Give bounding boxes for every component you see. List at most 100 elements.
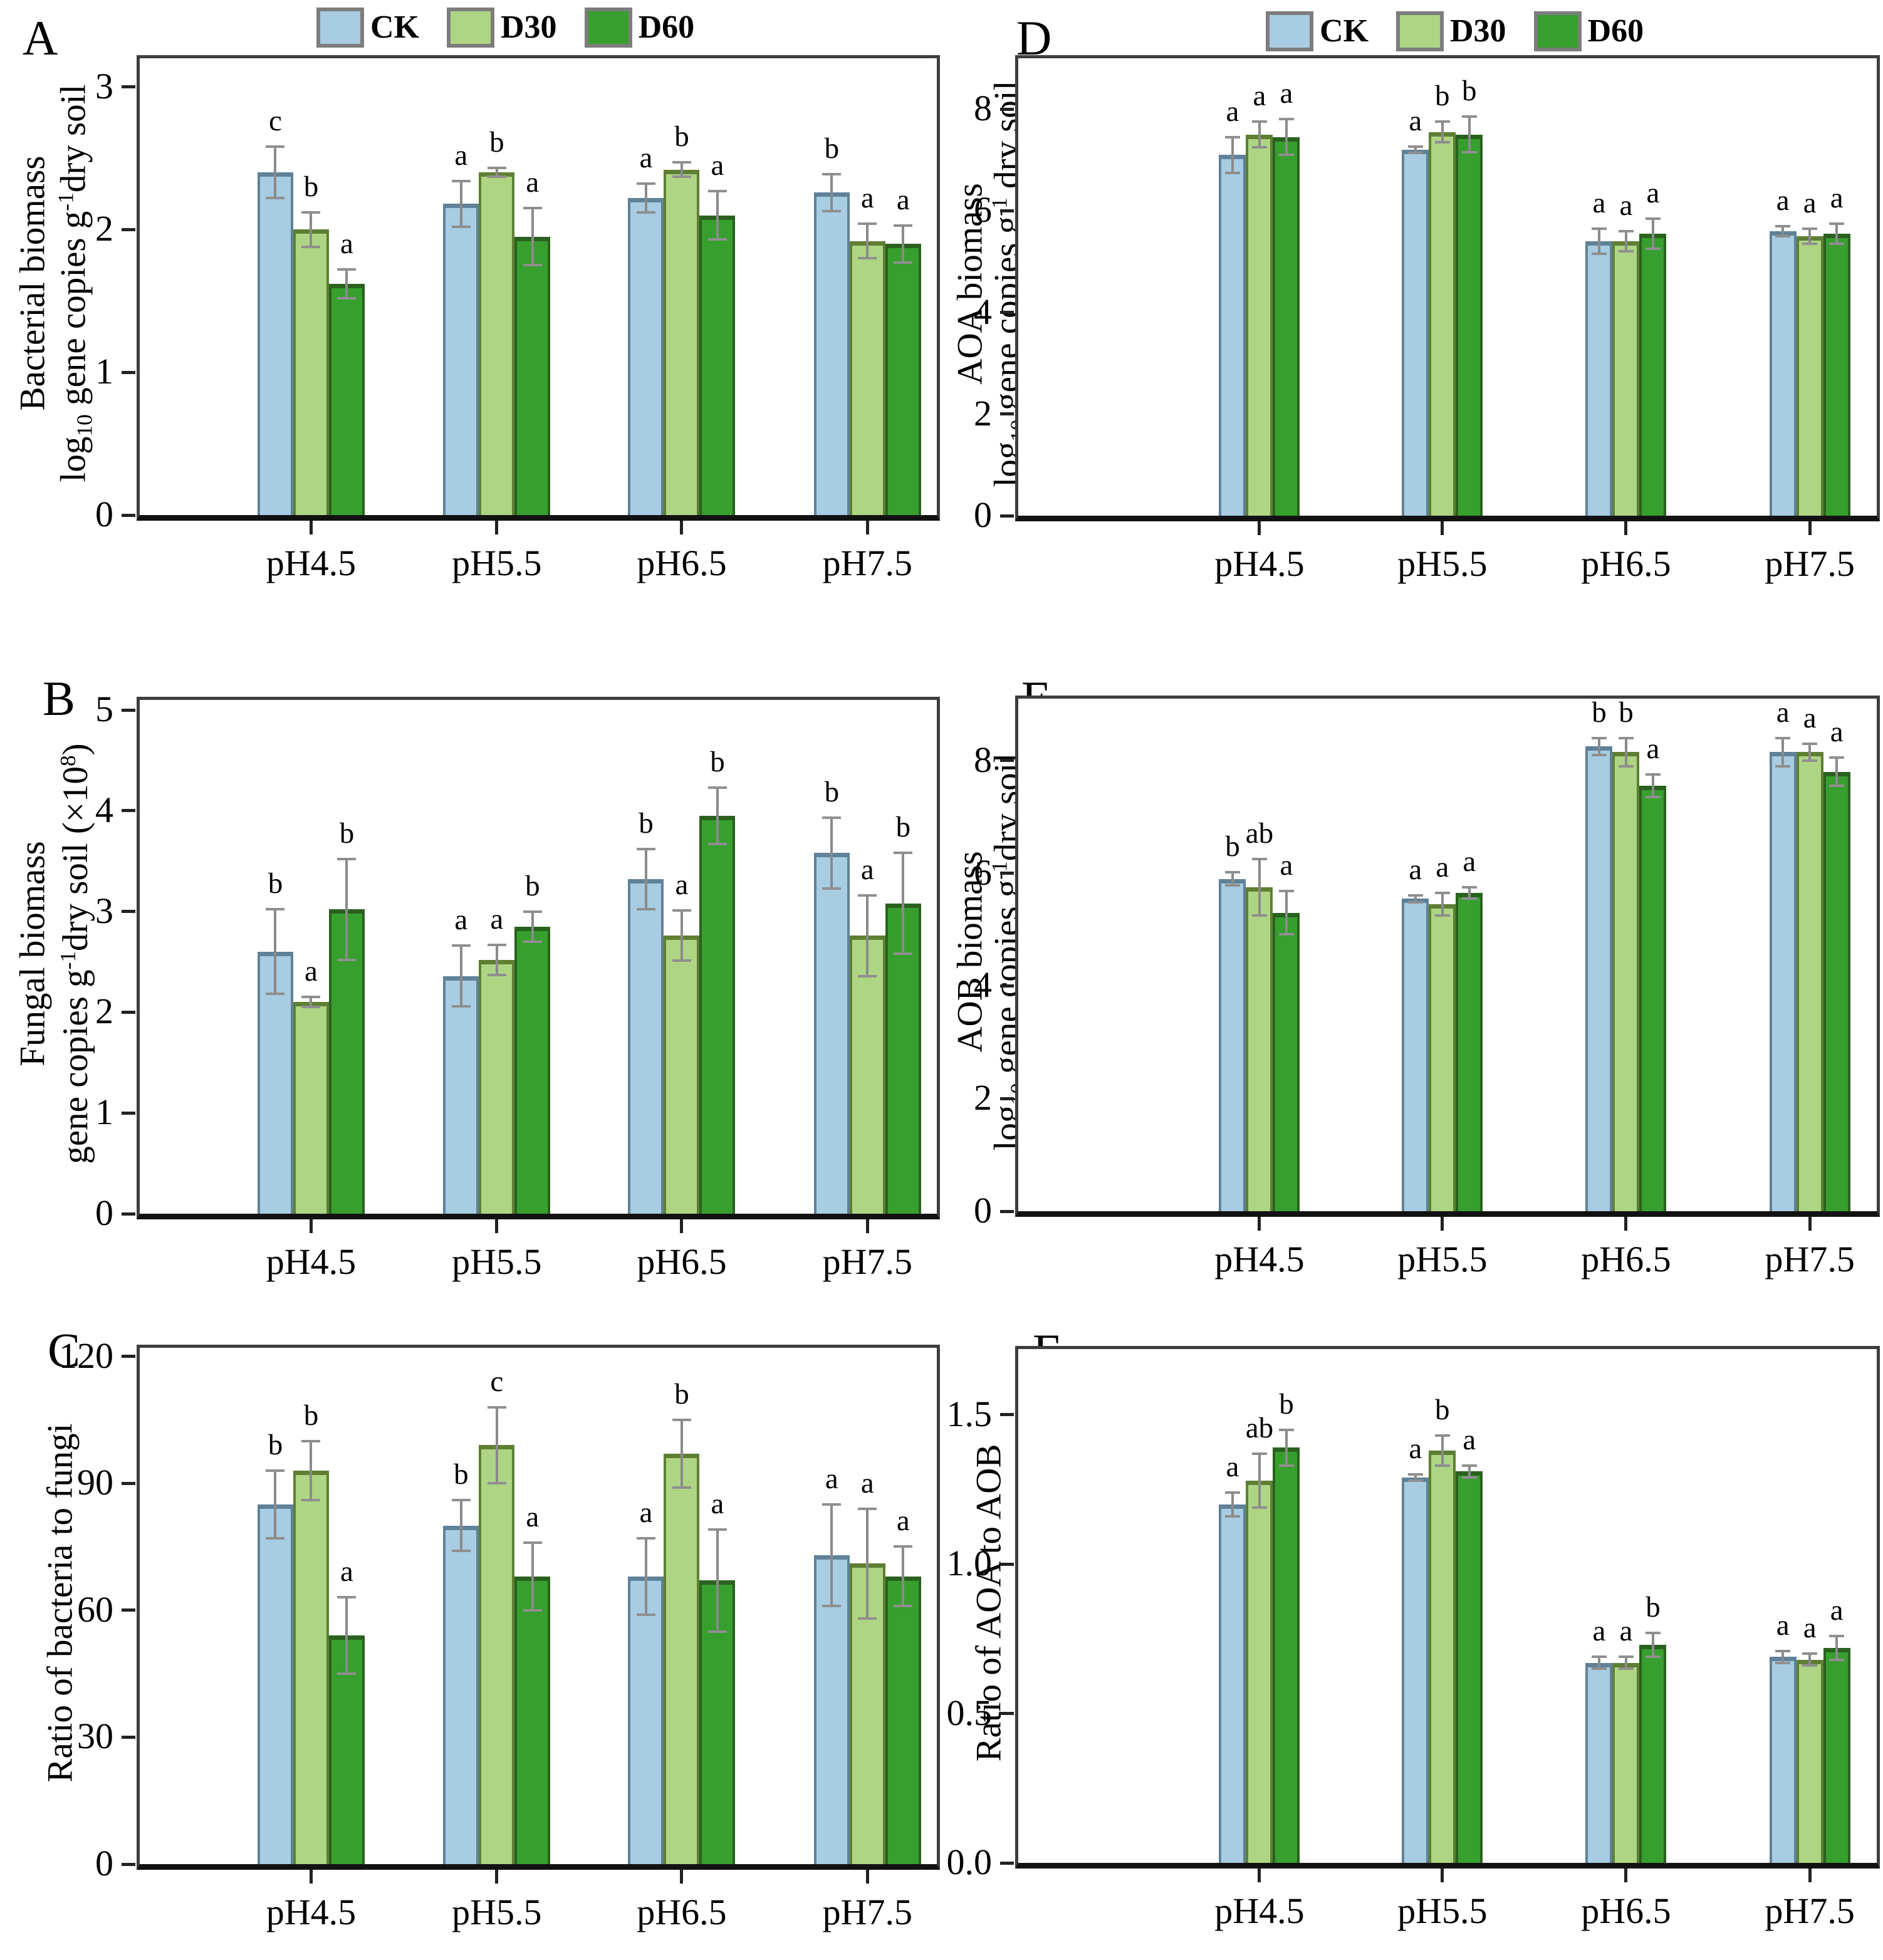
error-bar-cap	[707, 786, 727, 789]
error-bar-cap	[1591, 1655, 1607, 1659]
y-tick	[122, 1481, 135, 1485]
error-bar	[680, 910, 683, 961]
y-tick-label: 6	[974, 189, 992, 231]
bar-d60-ph7.5	[1823, 771, 1850, 1211]
significance-letter: b	[1646, 1590, 1661, 1624]
error-bar	[1231, 1492, 1234, 1516]
y-tick-label: 1.5	[946, 1393, 993, 1434]
error-bar-cap	[822, 209, 842, 212]
error-bar-cap	[1224, 1514, 1240, 1518]
x-category-label: pH6.5	[637, 1241, 727, 1282]
y-tick-label: 5	[95, 689, 113, 730]
x-category-label: pH5.5	[452, 543, 542, 583]
error-bar	[495, 168, 498, 177]
error-bar-cap	[1251, 914, 1267, 917]
error-bar	[1835, 223, 1839, 244]
x-category-label: pH7.5	[1765, 543, 1855, 584]
error-bar-cap	[1645, 1631, 1661, 1634]
error-bar-cap	[487, 1482, 506, 1485]
ylabel-text: 10	[72, 414, 97, 437]
error-bar-cap	[266, 145, 285, 149]
legend-left: CK D30 D60	[316, 8, 722, 48]
error-bar-cap	[337, 268, 357, 271]
error-bar	[1468, 117, 1471, 153]
error-bar-cap	[1407, 1479, 1423, 1482]
error-bar-cap	[1251, 858, 1267, 861]
significance-letter: a	[1803, 701, 1817, 734]
error-bar	[1597, 738, 1600, 755]
y-tick-label: 0	[974, 494, 992, 535]
y-tick-label: 3	[95, 65, 113, 107]
y-tick	[1000, 209, 1014, 212]
error-bar-cap	[1775, 224, 1791, 227]
bar-d60-ph7.5	[1823, 1647, 1850, 1863]
error-bar-cap	[1618, 250, 1634, 253]
significance-letter: b	[1435, 1394, 1450, 1427]
y-tick	[1000, 759, 1014, 763]
bar-d30-ph4.5	[293, 229, 329, 515]
significance-letter: a	[1830, 181, 1844, 214]
significance-letter: a	[711, 149, 724, 182]
error-bar	[830, 818, 833, 889]
significance-letter: b	[303, 1399, 319, 1432]
error-bar	[1285, 119, 1288, 155]
legend-swatch-d30	[1396, 11, 1444, 51]
significance-letter: b	[1592, 696, 1607, 729]
error-bar-cap	[1461, 1476, 1477, 1479]
significance-letter: b	[824, 776, 840, 809]
legend-swatch-ck	[316, 8, 364, 48]
error-bar-cap	[672, 161, 691, 164]
error-bar-cap	[1618, 1667, 1634, 1671]
error-bar-cap	[523, 264, 542, 267]
error-bar-cap	[1829, 1634, 1845, 1637]
x-tick	[1624, 521, 1628, 535]
error-bar-cap	[1251, 1452, 1267, 1455]
bar-d60-ph6.5	[699, 815, 736, 1214]
error-bar	[902, 225, 905, 263]
error-bar	[1624, 1657, 1627, 1669]
error-bar-cap	[1461, 886, 1477, 889]
error-bar-cap	[1775, 1661, 1791, 1664]
error-bar-cap	[707, 1630, 727, 1633]
significance-letter: a	[1619, 1615, 1633, 1648]
significance-letter: b	[674, 1377, 689, 1410]
plot-area-D: 0 2 4 6 8 pH4.5 a a a pH5.5 a b b pH6.5 a a a pH7.5 a a a	[974, 55, 1880, 582]
significance-letter: b	[1462, 75, 1477, 108]
error-bar	[310, 1441, 313, 1501]
significance-letter: a	[1776, 184, 1790, 217]
error-bar-cap	[1591, 736, 1607, 739]
significance-letter: a	[305, 955, 318, 988]
x-tick	[865, 1219, 869, 1233]
significance-letter: a	[1253, 80, 1266, 113]
x-category-label: pH6.5	[1581, 543, 1671, 584]
error-bar-cap	[858, 256, 877, 259]
error-bar-cap	[523, 940, 542, 943]
bar-d60-ph7.5	[885, 903, 921, 1214]
significance-letter: a	[490, 902, 504, 936]
x-tick	[309, 1219, 313, 1233]
y-tick	[122, 809, 135, 813]
error-bar-cap	[1802, 1664, 1818, 1667]
error-bar-cap	[266, 993, 285, 996]
y-tick	[122, 1608, 135, 1612]
bar-ck-ph7.5	[813, 192, 850, 515]
significance-letter: a	[639, 1496, 653, 1529]
bar-ck-ph4.5	[1219, 155, 1246, 516]
error-bar-cap	[894, 224, 913, 227]
significance-letter: a	[1409, 853, 1422, 886]
error-bar-cap	[266, 1536, 285, 1540]
error-bar-cap	[1829, 756, 1845, 759]
bar-d30-ph4.5	[293, 1002, 329, 1214]
y-tick-label: 2	[95, 991, 113, 1032]
significance-letter: a	[639, 142, 653, 175]
ylabel-text: -1	[53, 192, 78, 211]
x-tick	[309, 1870, 313, 1884]
error-bar	[866, 224, 869, 258]
error-bar-cap	[1618, 229, 1634, 232]
x-tick	[680, 1870, 684, 1884]
error-bar-cap	[1645, 796, 1661, 799]
error-bar-cap	[1802, 742, 1818, 745]
error-bar-cap	[1775, 764, 1791, 768]
error-bar-cap	[1591, 753, 1607, 756]
y-tick-label: 4	[974, 291, 992, 332]
